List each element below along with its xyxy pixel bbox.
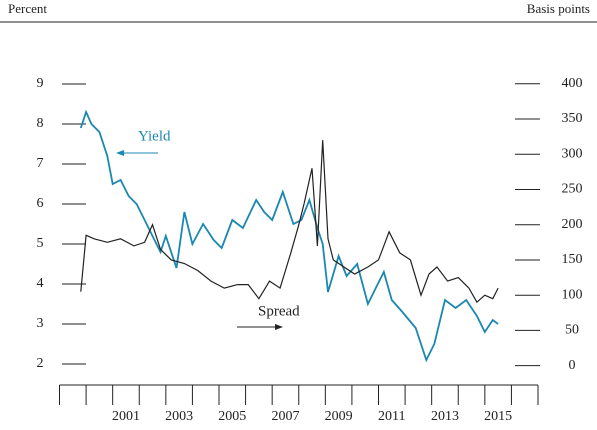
- y2-tick-label: 0: [569, 358, 576, 373]
- y2-tick-label: 300: [562, 146, 583, 161]
- y2-tick-label: 200: [562, 217, 583, 232]
- y-axis-label: Percent: [8, 1, 47, 16]
- x-tick-label: 2011: [378, 409, 405, 424]
- annotation: Yield: [138, 128, 171, 144]
- y2-tick-label: 100: [562, 287, 583, 302]
- y-tick-label: 8: [37, 116, 44, 131]
- y-tick-label: 2: [37, 356, 44, 371]
- x-tick-label: 2009: [325, 409, 353, 424]
- x-tick-label: 2005: [218, 409, 246, 424]
- annotation: Spread: [258, 303, 300, 319]
- x-tick-label: 2007: [271, 409, 299, 424]
- x-tick-label: 2015: [484, 409, 512, 424]
- y-tick-label: 9: [37, 76, 44, 91]
- series-line: [80, 140, 499, 304]
- y2-tick-label: 250: [562, 182, 583, 197]
- y-tick-label: 6: [37, 196, 44, 211]
- x-tick-label: 2013: [431, 409, 459, 424]
- series-line: [79, 109, 499, 363]
- y-tick-label: 4: [37, 276, 44, 291]
- y2-tick-label: 350: [562, 111, 583, 126]
- spread-arrow: [237, 324, 283, 330]
- y-tick-label: 5: [37, 236, 44, 251]
- y-tick-label: 3: [37, 316, 44, 331]
- x-tick-label: 2001: [112, 409, 140, 424]
- y2-tick-label: 150: [562, 252, 583, 267]
- y2-axis-label: Basis points: [527, 1, 590, 16]
- y-tick-label: 7: [37, 156, 44, 171]
- y2-tick-label: 400: [562, 76, 583, 91]
- x-tick-label: 2003: [165, 409, 193, 424]
- yield-arrow: [116, 150, 158, 156]
- y2-tick-label: 50: [565, 323, 579, 338]
